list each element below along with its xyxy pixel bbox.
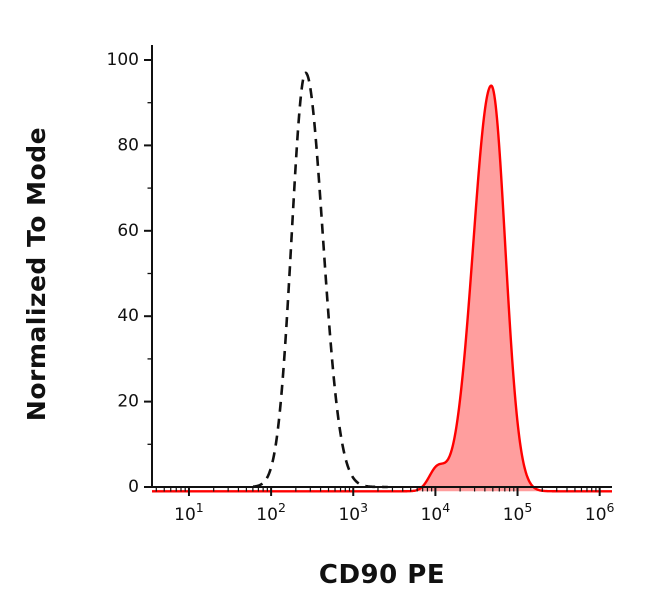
x-tick-label: 105 [503, 500, 533, 525]
x-tick-exponent: 4 [442, 500, 450, 515]
x-tick-exponent: 5 [524, 500, 532, 515]
x-tick-exponent: 3 [360, 500, 368, 515]
unstained-control-curve [252, 71, 389, 489]
x-tick-label: 101 [174, 500, 204, 525]
x-tick-exponent: 1 [196, 500, 204, 515]
x-tick-exponent: 6 [607, 500, 615, 515]
cd90-pe-stained-curve [151, 84, 613, 493]
cd90-pe-stained-fill [152, 85, 612, 492]
y-tick-label: 0 [128, 477, 139, 497]
x-tick-label: 106 [585, 500, 615, 525]
y-tick-label: 40 [117, 306, 139, 326]
x-tick-label: 103 [338, 500, 368, 525]
x-tick-label: 102 [256, 500, 286, 525]
y-tick-label: 20 [117, 392, 139, 412]
x-axis-title: CD90 PE [318, 560, 446, 590]
y-tick-label: 80 [117, 135, 139, 155]
x-tick-label: 104 [421, 500, 451, 525]
y-tick-label: 100 [107, 50, 139, 70]
y-tick-label: 60 [117, 221, 139, 241]
x-tick-exponent: 2 [278, 500, 286, 515]
